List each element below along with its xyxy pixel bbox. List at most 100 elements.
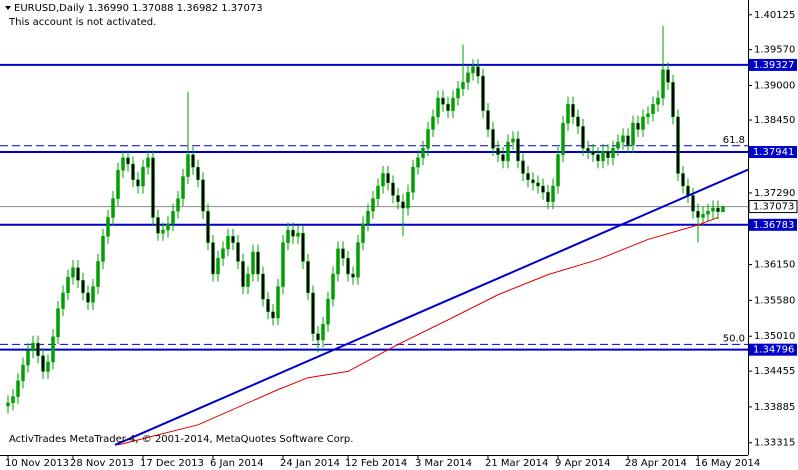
candle-body <box>516 138 520 162</box>
candle-body <box>486 110 490 130</box>
candle-body <box>126 157 130 165</box>
candle-body <box>66 276 70 294</box>
candle-body <box>651 104 655 114</box>
y-tick-label: 1.39570 <box>754 45 795 56</box>
candle-body <box>336 248 340 275</box>
candle-body <box>351 273 355 278</box>
candle-body <box>706 210 710 215</box>
current-price-label: 1.37073 <box>753 202 794 213</box>
candle-body <box>696 210 700 218</box>
y-tick-label: 1.34455 <box>754 366 795 377</box>
candle-body <box>181 176 185 199</box>
account-notice: This account is not activated. <box>8 17 156 28</box>
menu-triangle[interactable] <box>5 6 11 10</box>
candle-body <box>176 198 180 212</box>
candle-body <box>86 292 90 303</box>
candle-body <box>446 104 450 111</box>
level-price-label: 1.36783 <box>753 220 794 231</box>
chart-title: EURUSD,Daily 1.36990 1.37088 1.36982 1.3… <box>14 3 263 14</box>
candle-body <box>116 170 120 199</box>
x-tick-label: 21 Mar 2014 <box>485 458 548 469</box>
candle-body <box>131 163 135 180</box>
candle-body <box>306 261 310 294</box>
candle-body <box>156 217 160 234</box>
fib-label: 61.8 <box>723 135 745 146</box>
trend-line <box>114 168 749 446</box>
candle-body <box>471 66 475 74</box>
candle-body <box>221 248 225 259</box>
y-tick-label: 1.37290 <box>754 188 795 199</box>
candle-body <box>541 185 545 193</box>
candle-body <box>641 116 645 130</box>
candle-body <box>346 258 350 275</box>
candle-body <box>631 122 635 146</box>
candle-body <box>666 69 670 83</box>
level-price-label: 1.39327 <box>753 60 794 71</box>
candle-body <box>326 298 330 325</box>
candle-body <box>276 286 280 319</box>
candle-body <box>481 75 485 111</box>
x-tick-label: 9 Apr 2014 <box>555 458 610 469</box>
candle-body <box>261 273 265 300</box>
candle-body <box>11 396 15 404</box>
candle-body <box>701 214 705 218</box>
candle-body <box>716 207 720 213</box>
candle-body <box>491 129 495 149</box>
candle-body <box>551 185 555 202</box>
candle-body <box>271 311 275 319</box>
candle-body <box>206 210 210 243</box>
candle-body <box>341 248 345 259</box>
candle-body <box>401 201 405 209</box>
candle-body <box>406 192 410 209</box>
candle-body <box>686 185 690 196</box>
candle-body <box>496 148 500 155</box>
candle-body <box>661 69 665 99</box>
candle-body <box>96 261 100 287</box>
candle-body <box>411 166 415 193</box>
candle-body <box>556 154 560 187</box>
candle-body <box>186 154 190 177</box>
candle-body <box>676 116 680 174</box>
candle-body <box>81 280 85 294</box>
x-tick-label: 10 Nov 2013 <box>5 458 69 469</box>
candle-body <box>396 195 400 202</box>
candle-body <box>566 104 570 124</box>
y-tick-label: 1.40125 <box>754 10 795 21</box>
candle-body <box>536 182 540 187</box>
candle-body <box>456 88 460 99</box>
candle-body <box>171 210 175 224</box>
candle-body <box>251 251 255 275</box>
level-price-box <box>749 218 797 231</box>
candle-body <box>266 298 270 312</box>
candle-body <box>521 160 525 174</box>
candle-body <box>511 138 515 143</box>
y-tick-label: 1.35580 <box>754 295 795 306</box>
level-price-label: 1.37941 <box>753 147 794 158</box>
candle-body <box>161 229 165 234</box>
y-tick-label: 1.33315 <box>754 438 795 449</box>
candle-body <box>576 116 580 127</box>
current-price-box <box>748 200 798 214</box>
candle-body <box>501 154 505 162</box>
x-tick-label: 28 Nov 2013 <box>70 458 134 469</box>
candle-body <box>291 229 295 237</box>
candle-body <box>606 151 610 158</box>
candle-body <box>56 308 60 338</box>
x-tick-label: 24 Jan 2014 <box>280 458 340 469</box>
candle-body <box>321 324 325 341</box>
candle-body <box>236 242 240 262</box>
candle-body <box>301 232 305 262</box>
candle-body <box>311 292 315 334</box>
candle-body <box>31 342 35 351</box>
candle-body <box>571 104 575 118</box>
candle-body <box>281 242 285 287</box>
candle-body <box>16 380 20 397</box>
y-tick-label: 1.33885 <box>754 402 795 413</box>
candle-body <box>36 342 40 356</box>
candle-body <box>681 173 685 187</box>
candle-body <box>296 232 300 237</box>
plot-area <box>0 25 749 446</box>
candle-body <box>386 173 390 184</box>
candle-body <box>201 179 205 212</box>
candle-body <box>191 154 195 168</box>
